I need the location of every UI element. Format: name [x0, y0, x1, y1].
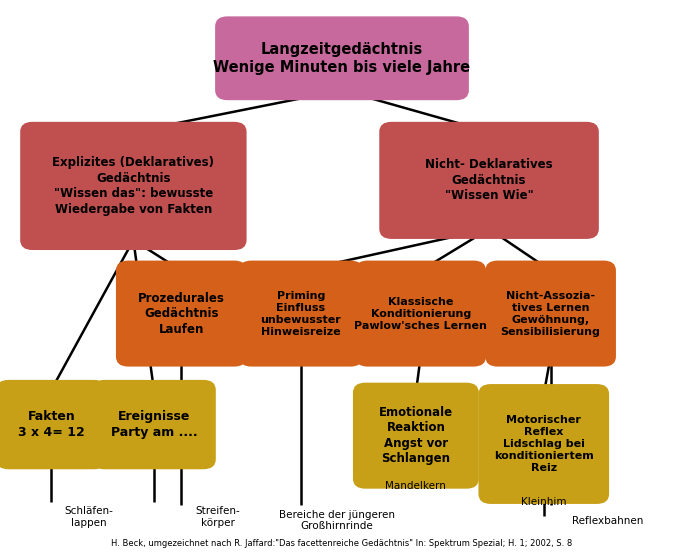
FancyBboxPatch shape: [116, 261, 246, 367]
Text: Schläfen-
lappen: Schläfen- lappen: [64, 507, 114, 528]
Text: Reflexbahnen: Reflexbahnen: [572, 516, 643, 526]
FancyBboxPatch shape: [485, 261, 616, 367]
Text: Langzeitgedächtnis
Wenige Minuten bis viele Jahre: Langzeitgedächtnis Wenige Minuten bis vi…: [213, 42, 471, 75]
Text: Ereignisse
Party am ....: Ereignisse Party am ....: [111, 410, 197, 439]
Text: Emotionale
Reaktion
Angst vor
Schlangen: Emotionale Reaktion Angst vor Schlangen: [379, 406, 453, 466]
FancyBboxPatch shape: [379, 122, 599, 239]
Text: H. Beck, umgezeichnet nach R. Jaffard:"Das facettenreiche Gedächtnis" In: Spektr: H. Beck, umgezeichnet nach R. Jaffard:"D…: [111, 539, 573, 548]
FancyBboxPatch shape: [239, 261, 363, 367]
FancyBboxPatch shape: [479, 384, 609, 504]
Text: Mandelkern: Mandelkern: [386, 481, 446, 491]
FancyBboxPatch shape: [353, 383, 479, 488]
FancyBboxPatch shape: [356, 261, 486, 367]
Text: Streifen-
körper: Streifen- körper: [195, 507, 240, 528]
Text: Nicht- Deklaratives
Gedächtnis
"Wissen Wie": Nicht- Deklaratives Gedächtnis "Wissen W…: [425, 158, 553, 203]
Text: Nicht-Assozia-
tives Lernen
Gewöhnung,
Sensibilisierung: Nicht-Assozia- tives Lernen Gewöhnung, S…: [501, 291, 601, 336]
Text: Bereiche der jüngeren
Großhirnrinde: Bereiche der jüngeren Großhirnrinde: [279, 510, 395, 531]
Text: Priming
Einfluss
unbewusster
Hinweisreize: Priming Einfluss unbewusster Hinweisreiz…: [261, 291, 341, 336]
Text: Klassische
Konditionierung
Pawlow'sches Lernen: Klassische Konditionierung Pawlow'sches …: [354, 296, 487, 331]
FancyBboxPatch shape: [215, 16, 469, 100]
Text: Fakten
3 x 4= 12: Fakten 3 x 4= 12: [18, 410, 85, 439]
Text: Explizites (Deklaratives)
Gedächtnis
"Wissen das": bewusste
Wiedergabe von Fakte: Explizites (Deklaratives) Gedächtnis "Wi…: [53, 156, 214, 216]
FancyBboxPatch shape: [21, 122, 246, 250]
Text: Motorischer
Reflex
Lidschlag bei
konditioniertem
Reiz: Motorischer Reflex Lidschlag bei konditi…: [494, 415, 594, 473]
FancyBboxPatch shape: [92, 380, 215, 470]
Text: Prozedurales
Gedächtnis
Laufen: Prozedurales Gedächtnis Laufen: [137, 291, 225, 336]
FancyBboxPatch shape: [0, 380, 106, 470]
Text: Kleinhim: Kleinhim: [521, 497, 566, 507]
